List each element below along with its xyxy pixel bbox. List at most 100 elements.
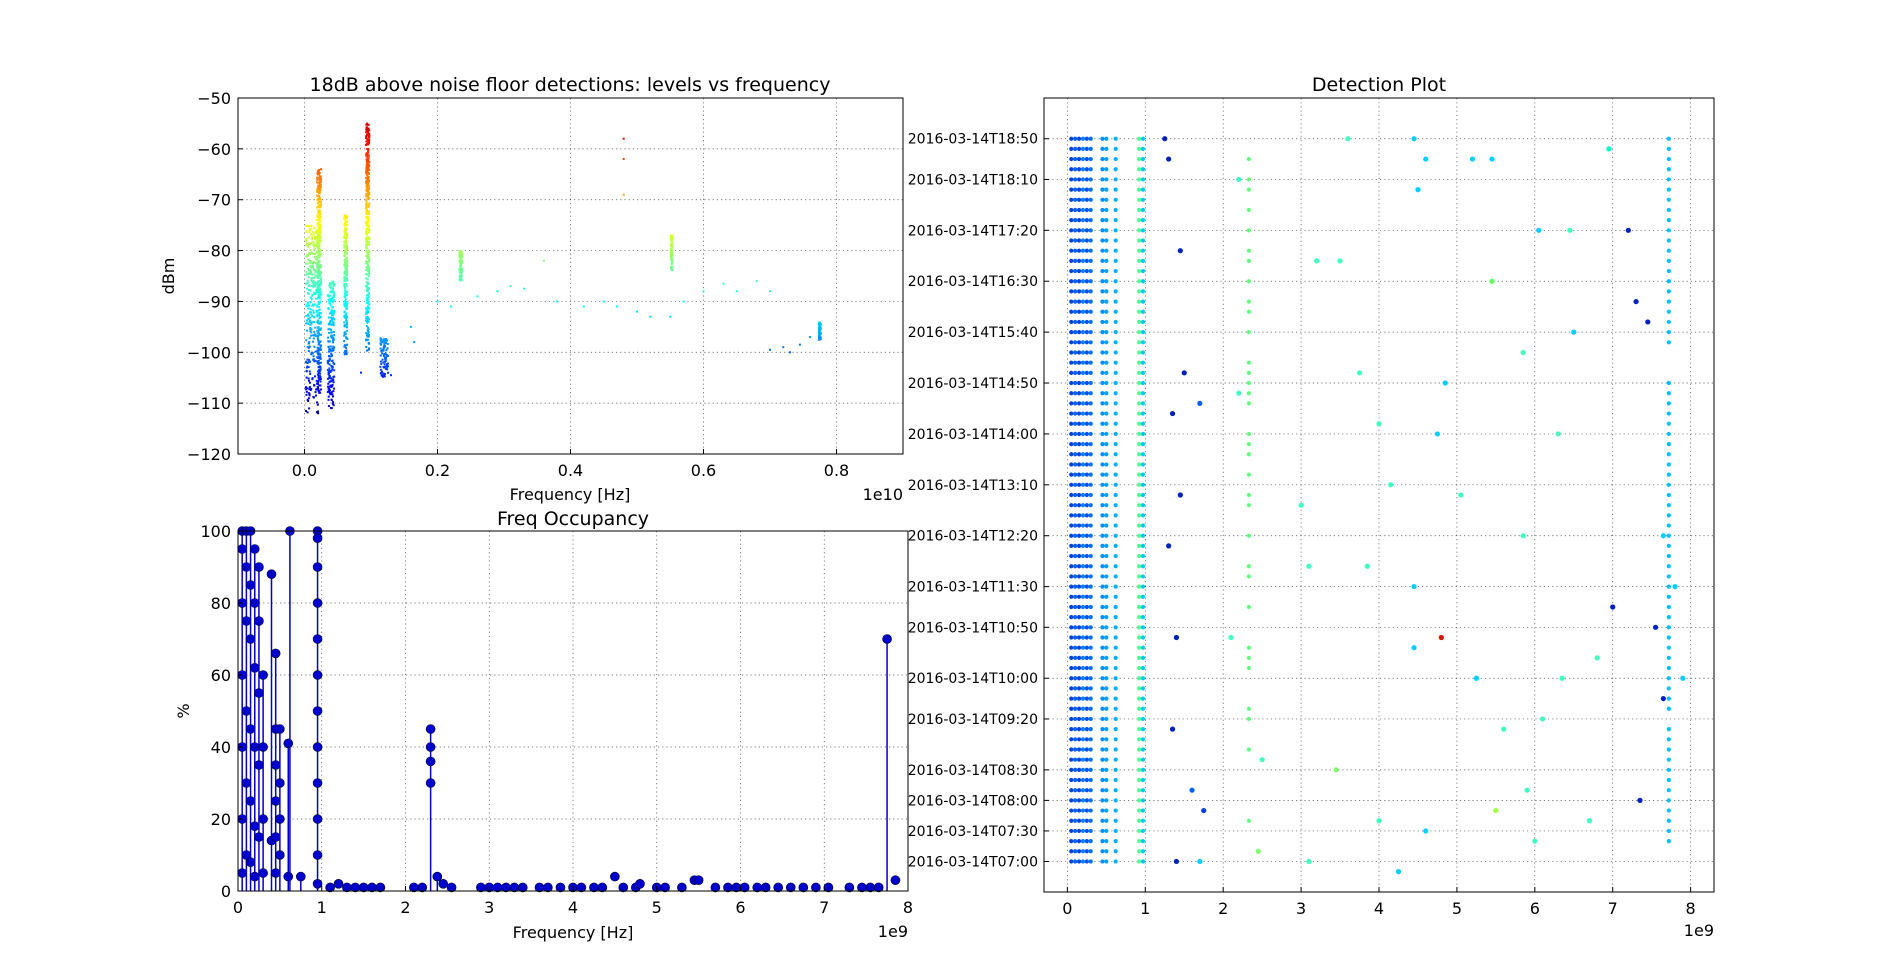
detection-column-point (1104, 309, 1109, 314)
detection-column-point (1069, 676, 1074, 681)
levels-detection-point (312, 303, 315, 306)
detection-column-point (1073, 238, 1078, 243)
levels-detection-point (343, 325, 346, 328)
levels-detection-point (343, 280, 346, 283)
levels-detection-point (343, 255, 346, 258)
levels-detection-point (366, 151, 369, 154)
occupancy-point (237, 868, 247, 878)
detection-column-point (1136, 289, 1142, 294)
levels-detection-point (311, 352, 314, 355)
levels-detection-point (319, 184, 322, 187)
levels-vs-frequency-plot: 0.0 0.2 0.4 0.6 0.8−120−110−100−90−80−70−60−… (159, 74, 904, 504)
detection-point (1610, 604, 1616, 610)
levels-detection-point (345, 261, 348, 264)
detection-point (1473, 675, 1479, 681)
levels-detection-point (311, 378, 314, 381)
levels-detection-point (316, 250, 319, 253)
levels-detection-point (343, 263, 346, 266)
levels-detection-point (669, 315, 672, 318)
levels-detection-point (367, 224, 370, 227)
levels-detection-point (366, 297, 369, 300)
levels-detection-point (365, 170, 368, 173)
detection-column-point (1069, 553, 1074, 559)
detection-column-point (1136, 615, 1142, 620)
detection-point (1197, 858, 1203, 865)
detection-column-point (1100, 676, 1105, 681)
detection-point (1376, 421, 1382, 427)
levels-detection-point (670, 238, 673, 241)
levels-detection-point (319, 290, 322, 293)
levels-detection-point (670, 242, 673, 245)
detection-point (1536, 227, 1542, 233)
levels-detection-point (366, 160, 369, 163)
levels-detection-point (328, 385, 331, 388)
levels-detection-point (318, 290, 321, 293)
detection-column-point (1076, 197, 1082, 202)
detection-column-point (1069, 696, 1074, 701)
levels-detection-point (459, 273, 462, 276)
detection-column-point (1666, 279, 1671, 284)
occupancy-point (312, 778, 323, 788)
detection-column-point (1073, 503, 1078, 508)
levels-detection-point (312, 358, 315, 361)
detection-column-point (1136, 340, 1142, 345)
detection-column-point (1073, 268, 1078, 274)
detection-column-point (1069, 564, 1074, 569)
detection-column-point (1104, 411, 1109, 416)
detection-column-point (1088, 146, 1093, 151)
detection-column-point (1084, 391, 1089, 396)
levels-detection-point (582, 305, 585, 308)
detection-column-point (1088, 309, 1093, 314)
levels-detection-point (312, 337, 315, 340)
levels-detection-point (496, 290, 499, 293)
detection-column-point (1246, 401, 1251, 406)
levels-detection-point (331, 301, 334, 304)
detection-column-point (1088, 676, 1093, 681)
detection-column-point (1073, 421, 1078, 426)
detection-column-point (1080, 279, 1086, 284)
detection-column-point (1100, 197, 1105, 202)
detection-column-point (1113, 431, 1118, 437)
levels-detection-point (343, 275, 346, 278)
levels-detection-point (343, 283, 346, 286)
levels-detection-point (305, 240, 308, 243)
detection-column-point (1100, 808, 1105, 813)
levels-detection-point (307, 397, 310, 400)
occupancy-point (312, 562, 323, 572)
detection-column-point (1100, 706, 1105, 711)
levels-detection-point (365, 135, 368, 138)
levels-detection-point (305, 304, 308, 307)
detection-column-point (1666, 299, 1671, 304)
detection-column-point (1100, 564, 1105, 569)
levels-detection-point (344, 351, 347, 354)
levels-detection-point (379, 365, 382, 368)
levels-detection-point (318, 311, 321, 314)
levels-detection-point (331, 336, 334, 339)
levels-detection-point (305, 273, 308, 276)
levels-detection-point (331, 395, 334, 398)
detection-column-point (1084, 197, 1089, 202)
detection-column-point (1100, 238, 1105, 243)
detection-column-point (1069, 391, 1074, 396)
detection-column-point (1073, 737, 1078, 742)
detection-column-point (1104, 564, 1109, 569)
detection-column-point (1073, 727, 1078, 732)
levels-grid (238, 97, 903, 455)
detection-column-point (1113, 859, 1118, 864)
detection-column-point (1100, 757, 1105, 762)
detection-column-point (1104, 798, 1109, 803)
levels-detection-point (305, 282, 308, 285)
levels-detection-point (308, 243, 311, 246)
levels-detection-point (313, 360, 316, 363)
detection-column-point (1140, 767, 1146, 772)
levels-detection-point (319, 297, 322, 300)
levels-detection-point (310, 322, 313, 325)
detection-column-point (1666, 482, 1671, 487)
detection-column-point (1140, 380, 1146, 386)
detection-point (1423, 156, 1429, 162)
detection-column-point (1076, 553, 1082, 559)
levels-detection-point (343, 311, 346, 314)
detection-column-point (1076, 604, 1082, 610)
occupancy-x-tick-label: 0 (233, 898, 243, 917)
detection-column-point (1088, 492, 1093, 498)
